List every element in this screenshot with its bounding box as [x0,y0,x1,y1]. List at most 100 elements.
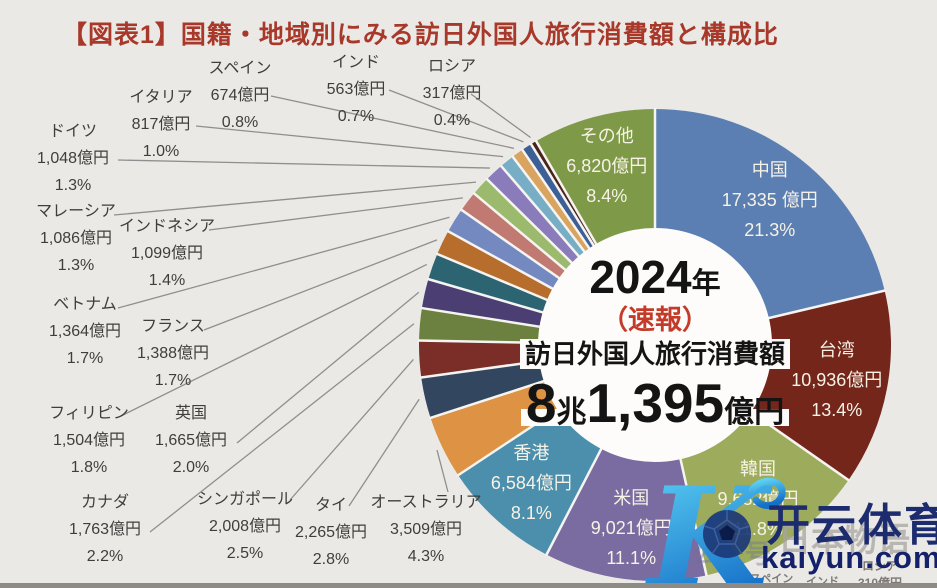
slice-gap [534,139,608,262]
label-spain: スペイン 674億円 0.8% [140,55,340,136]
label-uk: 英国 1,665億円 2.0% [91,400,291,481]
slice-gap [459,208,577,291]
label-singapore: シンガポール 2,008億円 2.5% [145,486,345,567]
center-year-suffix: 年 [691,268,721,300]
soccer-ball-icon [703,510,751,558]
label-name: フランス [141,318,205,335]
label-vietnam: ベトナム 1,364億円 1.7% [0,291,185,372]
slice-gap [520,148,602,266]
label-indonesia: インドネシア 1,099億円 1.4% [67,213,267,294]
leader-line-australia [436,449,449,493]
label-name: 香港 [513,442,550,463]
leader-line-canada [149,323,415,533]
label-pct: 2.0% [172,459,210,476]
slice-gap [420,306,560,332]
label-name: 中国 [751,159,788,180]
label-philippines: フィリピン 1,504億円 1.8% [0,400,189,481]
label-name: 米国 [613,488,650,509]
label-value: 1,048億円 [36,150,110,167]
bottom-edge-bar [0,583,937,588]
label-value: 1,763億円 [68,521,142,538]
leader-line-malaysia [113,181,477,216]
slice-gap [674,439,708,577]
label-pct: 0.8% [221,114,259,131]
label-hongkong: 香港 6,584億円 8.1% [436,438,626,528]
label-name: 台湾 [818,339,855,360]
label-value: 3,509億円 [389,521,463,538]
label-value: 1,099億円 [130,245,204,262]
label-france: フランス 1,388億円 1.7% [73,313,273,394]
leader-line-germany [117,159,490,169]
amount-8: 8 [525,372,557,434]
label-pct: 1.3% [57,257,95,274]
donut-center-text: 2024年 （速報） 訪日外国人旅行消費額 8兆1,395億円 [475,252,835,448]
center-flash-report-note: （速報） [601,305,709,335]
label-value: 9,021億円 [590,518,672,539]
label-pct: 8.4% [586,186,628,207]
label-value: 6,820億円 [566,156,648,177]
label-germany: ドイツ 1,048億円 1.3% [0,118,173,199]
label-thailand: タイ 2,265億円 2.8% [231,492,431,573]
label-pct: 0.4% [433,112,471,129]
slice-gap [435,252,566,309]
label-name: タイ [314,497,347,514]
label-value: 563億円 [326,81,386,98]
slice-gap [485,177,587,278]
label-name: ドイツ [48,123,97,140]
label-usa: 米国 9,021億円 11.1% [536,483,726,573]
leader-line-france [203,239,438,331]
slice-gap [429,373,564,420]
label-pct: 1.7% [154,372,192,389]
leader-line-russia [470,93,531,139]
label-name: ロシア [427,58,476,75]
label-pct: 0.7% [337,108,375,125]
label-name: カナダ [80,494,129,511]
leader-line-italy [195,125,504,158]
label-russia: ロシア 317億円 0.4% [352,53,552,134]
label-pct: 1.3% [54,177,92,194]
label-pct: 1.0% [142,143,180,160]
label-name: フィリピン [49,405,129,422]
label-value: 817億円 [131,116,191,133]
slice-gap [427,277,563,320]
label-taiwan: 台湾 10,936億円 13.4% [742,335,932,425]
slice-gap [511,155,598,269]
slice-gap [749,289,886,324]
chart-title: 【図表1】国籍・地域別にみる訪日外国人旅行消費額と構成比 [62,21,779,49]
label-pct: 1.7% [66,350,104,367]
leader-line-vietnam [117,216,450,309]
label-china: 中国 17,335 億円 21.3% [675,155,865,245]
label-australia: オーストラリア 3,509億円 4.3% [326,489,526,570]
label-name: マレーシア [36,203,116,220]
amount-1395: 1,395 [586,372,725,434]
label-value: 2,008億円 [208,518,282,535]
label-value: 674億円 [210,87,270,104]
label-others: その他 6,820億円 8.4% [512,121,702,211]
center-consumption-label: 訪日外国人旅行消費額 [475,338,835,370]
slice-gap [544,430,612,557]
slice-gap [499,164,593,273]
label-canada: カナダ 1,763億円 2.2% [5,489,205,570]
label-pct: 2.5% [226,545,264,562]
center-total-amount: 8兆1,395億円 [475,373,835,448]
label-italy: イタリア 817億円 1.0% [61,84,261,165]
label-pct: 4.3% [407,548,445,565]
leader-line-uk [236,291,420,444]
leader-line-singapore [289,359,414,501]
label-value: 10,936億円 [791,369,883,390]
label-name: シンガポール [196,491,293,508]
label-pct: 1.8% [70,459,108,476]
label-name: その他 [579,126,634,147]
label-value: 17,335 億円 [721,189,818,210]
slice-gap [529,142,606,264]
center-year-row: 2024年 [475,252,835,302]
kaiyun-brand-text: 开云体育 [766,501,937,550]
amount-oku-unit: 億円 [724,396,785,429]
label-pct: 8.1% [510,502,552,523]
leader-line-thailand [348,398,420,507]
label-pct: 13.4% [811,399,863,420]
label-value: 1,388億円 [136,345,210,362]
label-pct: 11.1% [606,548,657,569]
label-value: 1,665億円 [154,432,228,449]
